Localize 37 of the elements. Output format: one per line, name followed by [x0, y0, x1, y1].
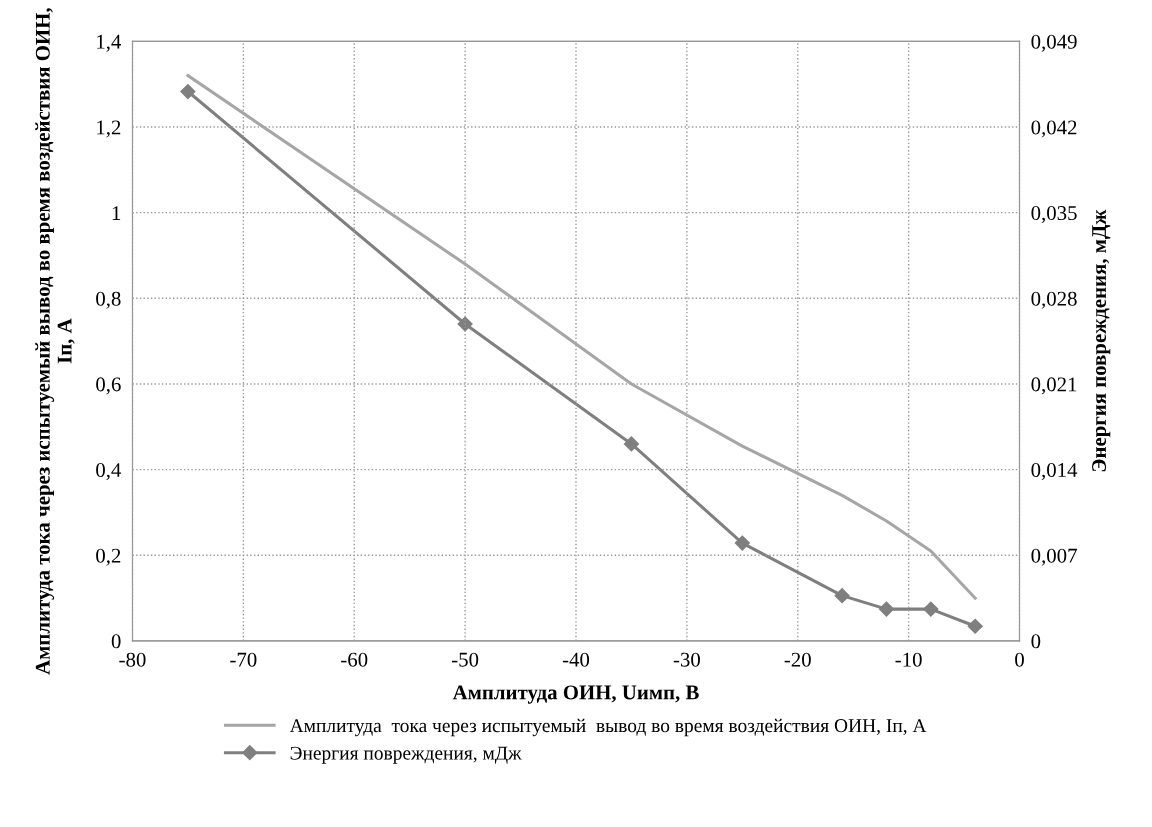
y-tick-label: 0,2	[96, 548, 121, 566]
legend-label: Амплитуда тока через испытуемый вывод во время воздействия ОИН, Iп, А	[289, 718, 927, 737]
y-tick-label: 0,4	[96, 462, 122, 481]
x-tick-label: -40	[562, 652, 590, 667]
y2-tick-label: 0,042	[1031, 120, 1077, 138]
y-tick-label: 0,6	[96, 377, 121, 395]
y2-tick-label: 0,014	[1031, 462, 1078, 481]
point	[878, 601, 895, 617]
x-tick-label: -10	[895, 652, 922, 667]
x-tick-label: -20	[784, 652, 811, 667]
y-tick-label: 1,2	[97, 120, 121, 138]
x-tick-label: -60	[341, 652, 368, 667]
x-tick-label: -80	[119, 652, 146, 667]
point	[967, 618, 983, 634]
x-tick-label: 0	[1015, 652, 1024, 667]
point	[923, 601, 939, 617]
point	[623, 436, 640, 452]
y2-tick-label: 0,028	[1031, 291, 1077, 309]
y2-tick-label: 0	[1031, 634, 1041, 649]
legend-label: Энергия повреждения, мДж	[290, 746, 522, 764]
point	[834, 588, 850, 604]
y2-tick-label: 0,007	[1031, 548, 1077, 566]
point	[734, 535, 750, 551]
y-tick-label: 0	[111, 634, 121, 649]
x-tick-label: -50	[452, 652, 479, 667]
y-axis-title: Амплитуда тока через испытуемый вывод во время воздействия ОИН, Iп, А	[35, 8, 75, 675]
y2-tick-label: 0,049	[1031, 34, 1077, 52]
y2-tick-label: 0,035	[1031, 206, 1077, 224]
y-tick-label: 1	[112, 206, 121, 220]
x-tick-label: -30	[673, 652, 700, 667]
point	[180, 83, 196, 100]
y-tick-label: 0,8	[96, 291, 121, 309]
y2-tick-label: 0,021	[1031, 377, 1077, 395]
y2-axis-title: Энергия повреждения, мДж	[1092, 209, 1111, 472]
x-axis-title: Амплитуда ОИН, Uимп, В	[452, 685, 699, 704]
x-tick-label: -70	[230, 652, 257, 667]
y-tick-label: 1,4	[97, 34, 122, 52]
